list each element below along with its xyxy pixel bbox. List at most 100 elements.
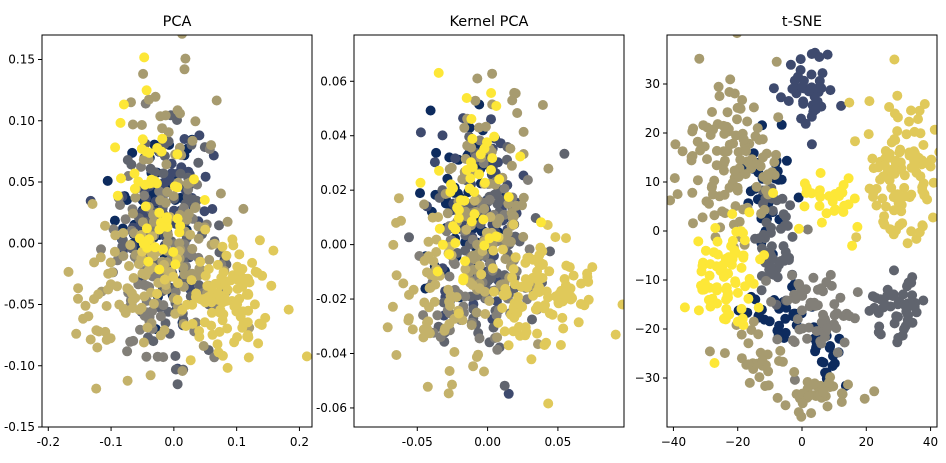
scatter-point [499,380,510,391]
scatter-point [186,275,197,286]
scatter-point [172,149,183,160]
scatter-point [515,330,525,341]
scatter-point [718,120,729,131]
scatter-point [449,347,460,357]
y-tick-label-kernel-pca: 0.04 [320,129,347,143]
scatter-point [194,130,205,141]
scatter-point [180,53,191,64]
scatter-point [737,95,748,105]
scatter-point [187,243,198,254]
scatter-point [825,269,836,280]
scatter-point [488,245,499,256]
y-tick-label-tsne: 20 [645,126,660,140]
scatter-point [906,105,916,116]
scatter-point [142,322,153,333]
scatter-point [719,128,730,139]
scatter-point [892,90,903,101]
scatter-point [468,361,479,372]
scatter-point [889,108,900,119]
scatter-point [744,377,755,388]
scatter-point [895,144,906,155]
scatter-point [464,183,475,194]
scatter-point [71,328,82,339]
scatter-point [844,311,855,322]
scatter-point [510,252,521,263]
scatter-point [894,196,905,207]
scatter-point [667,195,676,206]
scatter-point [87,199,98,209]
y-tick-label-pca: 0.10 [8,114,35,128]
scatter-point [162,237,173,247]
scatter-point [729,88,740,99]
scatter-point [863,129,874,140]
scatter-point [543,292,553,303]
scatter-point [429,157,440,168]
scatter-point [518,192,529,203]
scatter-point [497,303,508,313]
scatter-point [182,191,193,202]
scatter-point [458,273,469,284]
scatter-point [704,198,714,209]
scatter-point [753,302,764,313]
scatter-point [822,401,833,412]
scatter-point [670,139,681,150]
scatter-point [532,266,543,277]
y-tick-label-pca: 0.05 [8,175,35,189]
scatter-point [899,182,910,193]
scatter-point [829,299,840,310]
scatter-point [852,221,863,232]
scatter-point [822,49,833,60]
scatter-point [532,328,543,339]
scatter-point [479,177,490,188]
scatter-point [816,356,827,367]
scatter-point [797,290,808,301]
scatter-point [825,85,836,96]
scatter-point [198,341,209,351]
scatter-point [885,301,896,312]
y-ticks-kernel-pca: -0.06 -0.04 -0.02 0.00 0.02 0.04 0.06 [316,74,354,415]
scatter-point [816,217,827,228]
scatter-point [187,135,198,146]
scatter-point [538,259,548,270]
scatter-point [143,256,154,267]
scatter-point [918,140,929,150]
scatter-point [564,262,575,273]
scatter-point [144,178,155,189]
scatter-point [692,136,703,147]
scatter-point [268,245,279,256]
scatter-point [543,163,554,174]
panel-tsne: t-SNE −40 −20 0 20 40 −30 −20 −10 0 10 20 30 [635,14,939,449]
scatter-point [533,275,544,286]
scatter-point [427,212,438,223]
scatter-point [707,107,717,117]
x-tick-label-pca: -0.1 [99,435,122,449]
scatter-point [934,147,937,157]
scatter-point [532,286,543,297]
scatter-point [442,208,453,219]
scatter-point [837,389,848,400]
x-tick-label-tsne: −20 [725,435,750,449]
scatter-point [505,143,516,154]
scatter-point [900,301,911,312]
scatter-point [562,287,573,297]
scatter-point [243,352,254,363]
scatter-point [714,191,725,202]
scatter-point [204,254,215,265]
scatter-point [210,278,221,289]
scatter-point [889,205,899,216]
scatter-point [232,283,243,294]
scatter-point [714,91,725,102]
scatter-point [754,372,765,383]
y-tick-label-kernel-pca: 0.00 [320,238,347,252]
scatter-point [785,59,796,70]
scatter-point [508,219,519,230]
scatter-point [418,324,429,335]
scatter-point [266,280,277,291]
scatter-point [179,134,190,144]
scatter-point [444,271,455,282]
scatter-point [472,73,483,84]
scatter-point [193,280,204,290]
scatter-point [404,232,414,243]
scatter-point [503,388,514,399]
scatter-point [758,152,768,163]
